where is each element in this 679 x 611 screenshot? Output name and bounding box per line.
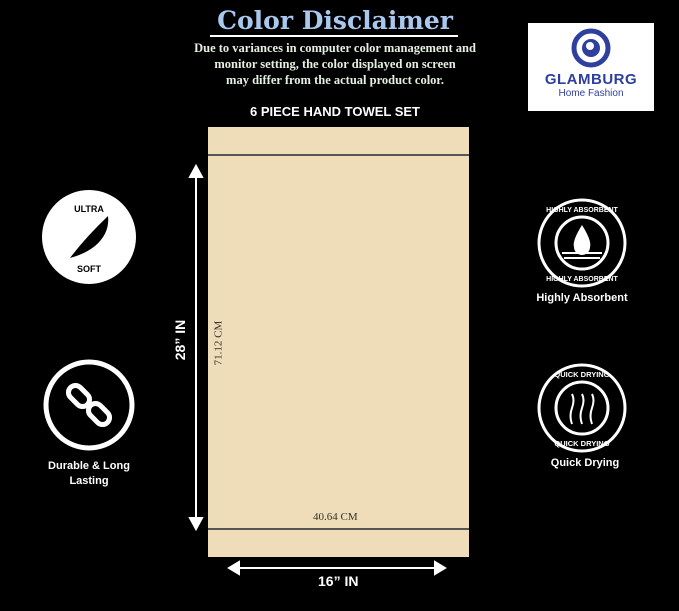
logo-brand: GLAMBURG xyxy=(544,71,638,88)
quick-drying-label: Quick Drying xyxy=(550,457,620,469)
ring-text-top: QUICK DRYING xyxy=(554,370,609,379)
chain-link-icon xyxy=(65,382,113,428)
title-underline xyxy=(210,35,458,37)
soft-text: SOFT xyxy=(77,264,102,274)
width-inch-label: 16” IN xyxy=(318,573,359,589)
ring-text-bottom: HIGHLY ABSORBENT xyxy=(546,276,618,283)
feather-icon xyxy=(70,216,109,258)
disclaimer-line: Due to variances in computer color manag… xyxy=(194,41,476,55)
quick-drying-badge: QUICK DRYING QUICK DRYING xyxy=(537,363,627,453)
brand-logo: GLAMBURG Home Fashion xyxy=(528,23,654,111)
disclaimer-line: may differ from the actual product color… xyxy=(226,73,444,87)
logo-swirl-icon xyxy=(571,28,611,68)
water-drop-icon xyxy=(573,225,591,255)
logo-tagline: Home Fashion xyxy=(558,88,624,99)
towel-hem-bottom xyxy=(208,528,469,530)
disclaimer-title: Color Disclaimer xyxy=(217,6,453,35)
height-inch-label: 28” IN xyxy=(172,319,189,361)
disclaimer-text: Due to variances in computer color manag… xyxy=(160,40,510,88)
disclaimer-line: monitor setting, the color displayed on … xyxy=(214,57,456,71)
absorbent-label: Highly Absorbent xyxy=(536,292,628,304)
durable-badge xyxy=(43,359,135,451)
horizontal-arrow xyxy=(227,560,447,576)
width-cm-label: 40.64 CM xyxy=(313,511,358,523)
vertical-arrow xyxy=(188,163,204,532)
highly-absorbent-badge: HIGHLY ABSORBENT HIGHLY ABSORBENT xyxy=(537,198,627,288)
towel-hem-top xyxy=(208,154,469,156)
ring-text-bottom: QUICK DRYING xyxy=(554,439,609,448)
product-title: 6 PIECE HAND TOWEL SET xyxy=(250,104,420,119)
ultra-text: ULTRA xyxy=(74,204,104,214)
steam-arrows-icon xyxy=(569,393,595,425)
durable-label: Durable & Long Lasting xyxy=(48,460,130,487)
ultra-soft-badge: ULTRA SOFT xyxy=(42,190,136,284)
ring-text-top: HIGHLY ABSORBENT xyxy=(546,207,618,214)
towel-illustration: 71.12 CM 40.64 CM xyxy=(208,127,469,557)
